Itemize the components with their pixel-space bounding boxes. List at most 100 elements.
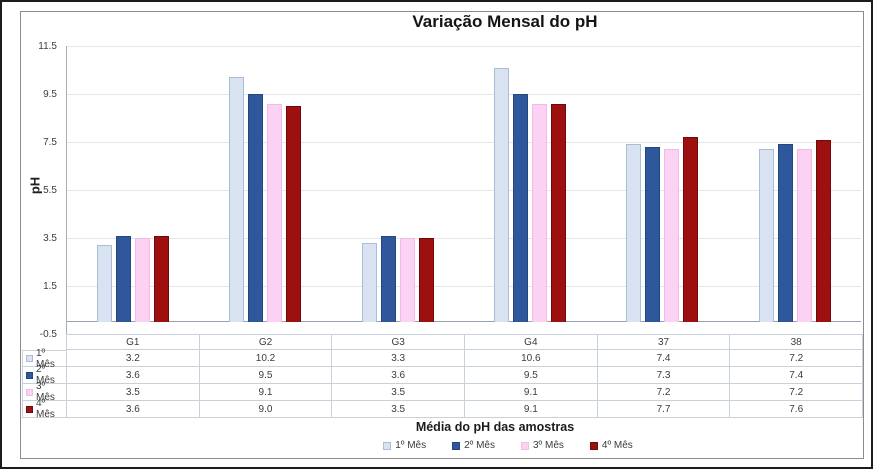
bar [135,238,151,322]
x-axis-line [67,321,861,322]
table-cell: 3.6 [66,367,199,384]
bar [513,94,529,322]
legend-swatch-icon [589,441,598,450]
table-cell: 9.0 [198,401,332,418]
table-cell: 7.4 [596,350,730,367]
table-cell: 9.1 [464,384,597,401]
table-cell: 7.6 [729,401,864,418]
table-row-label: 1º Mês [36,347,55,370]
legend-key-swatch [26,371,33,379]
table-cell: 7.3 [596,367,730,384]
x-axis-title: Média do pH das amostras [415,420,575,434]
bar [626,144,642,322]
bar [361,242,377,322]
y-axis-tick: -0.5 [39,329,57,340]
table-cell: 9.1 [464,401,597,418]
table-cell: 7.4 [729,367,864,384]
bar-group-G3 [332,46,464,322]
legend-key-swatch [26,355,33,362]
bar [286,106,302,322]
table-cell: 9.5 [198,367,332,384]
table-row-label: 2º Mês [36,364,55,386]
table-row: 4º Mês 3.6 9.0 3.5 9.1 7.7 7.6 [22,398,864,420]
bar-group-G4 [464,46,596,322]
legend-item: 3º Mês [521,440,564,451]
legend-key-swatch [26,388,33,396]
bar [116,235,132,322]
table-row-header: 3º Mês [22,381,66,403]
table-column-header: G4 [464,334,597,350]
gridline [67,142,861,143]
bar [154,235,170,322]
table-column-header: G2 [198,334,332,350]
gridline [67,190,861,191]
table-cell: 3.5 [331,384,465,401]
y-axis-tick: 3.5 [43,233,57,244]
bar [248,94,264,322]
table-row: 3º Mês 3.5 9.1 3.5 9.1 7.2 7.2 [22,381,864,403]
table-column-header: G1 [66,334,199,350]
bar [532,103,548,322]
bar [664,149,680,322]
bar-group-38 [729,46,861,322]
bar [683,137,699,322]
y-axis-tick: 11.5 [38,41,57,52]
table-cell: 9.5 [464,367,597,384]
table-cell: 9.1 [198,384,332,401]
chart-title: Variação Mensal do pH [412,12,598,31]
table-header-row: G1 G2 G3 G4 37 38 [22,334,864,350]
y-axis-tick: 1.5 [43,281,57,292]
table-cell: 3.6 [66,401,199,418]
bar [777,144,793,322]
y-axis-tick: 5.5 [43,185,57,196]
table-cell: 7.2 [729,350,864,367]
legend-label: 1º Mês [395,440,427,451]
bar [551,103,567,322]
table-column-header: 38 [729,334,864,350]
table-cell: 3.5 [331,401,465,418]
bar [380,235,396,322]
chart-frame [20,11,864,459]
table-cell: 3.5 [66,384,199,401]
y-axis-tick: 7.5 [43,137,57,148]
table-cell: 3.2 [66,350,199,367]
gridline [67,238,861,239]
table-row: 2º Mês 3.6 9.5 3.6 9.5 7.3 7.4 [22,364,864,386]
bar-group-37 [596,46,728,322]
table-cell: 7.7 [596,401,730,418]
table-row-header: 4º Mês [22,398,66,420]
table-column-header: G3 [331,334,465,350]
bar [267,103,283,322]
bar [399,238,415,322]
table-row-label: 4º Mês [36,398,55,420]
bar [494,67,510,322]
legend-key-swatch [26,405,33,413]
bar [815,139,831,322]
gridline [67,94,861,95]
gridline [67,286,861,287]
bar [229,77,245,322]
table-row-header: 2º Mês [22,364,66,386]
table-cell: 3.6 [331,367,465,384]
legend-item: 2º Mês [452,440,495,451]
bar [758,149,774,322]
table-cell: 10.2 [198,350,332,367]
legend-swatch-icon [521,441,529,450]
table-cell: 10.6 [464,350,597,367]
legend-label: 4º Mês [601,440,633,451]
table-cell: 7.2 [596,384,730,401]
legend-label: 3º Mês [533,440,564,451]
bar [97,245,113,322]
legend-item: 1º Mês [383,440,426,451]
gridline [67,46,861,47]
table-row-header: 1º Mês [22,347,66,370]
table-column-header: 37 [596,334,730,350]
bar [418,238,434,322]
legend-label: 2º Mês [464,440,495,451]
bar [796,149,812,322]
legend-item: 4º Mês [589,440,633,451]
legend-swatch-icon [383,441,392,450]
table-cell: 3.3 [331,350,465,367]
table-cell: 7.2 [729,384,864,401]
